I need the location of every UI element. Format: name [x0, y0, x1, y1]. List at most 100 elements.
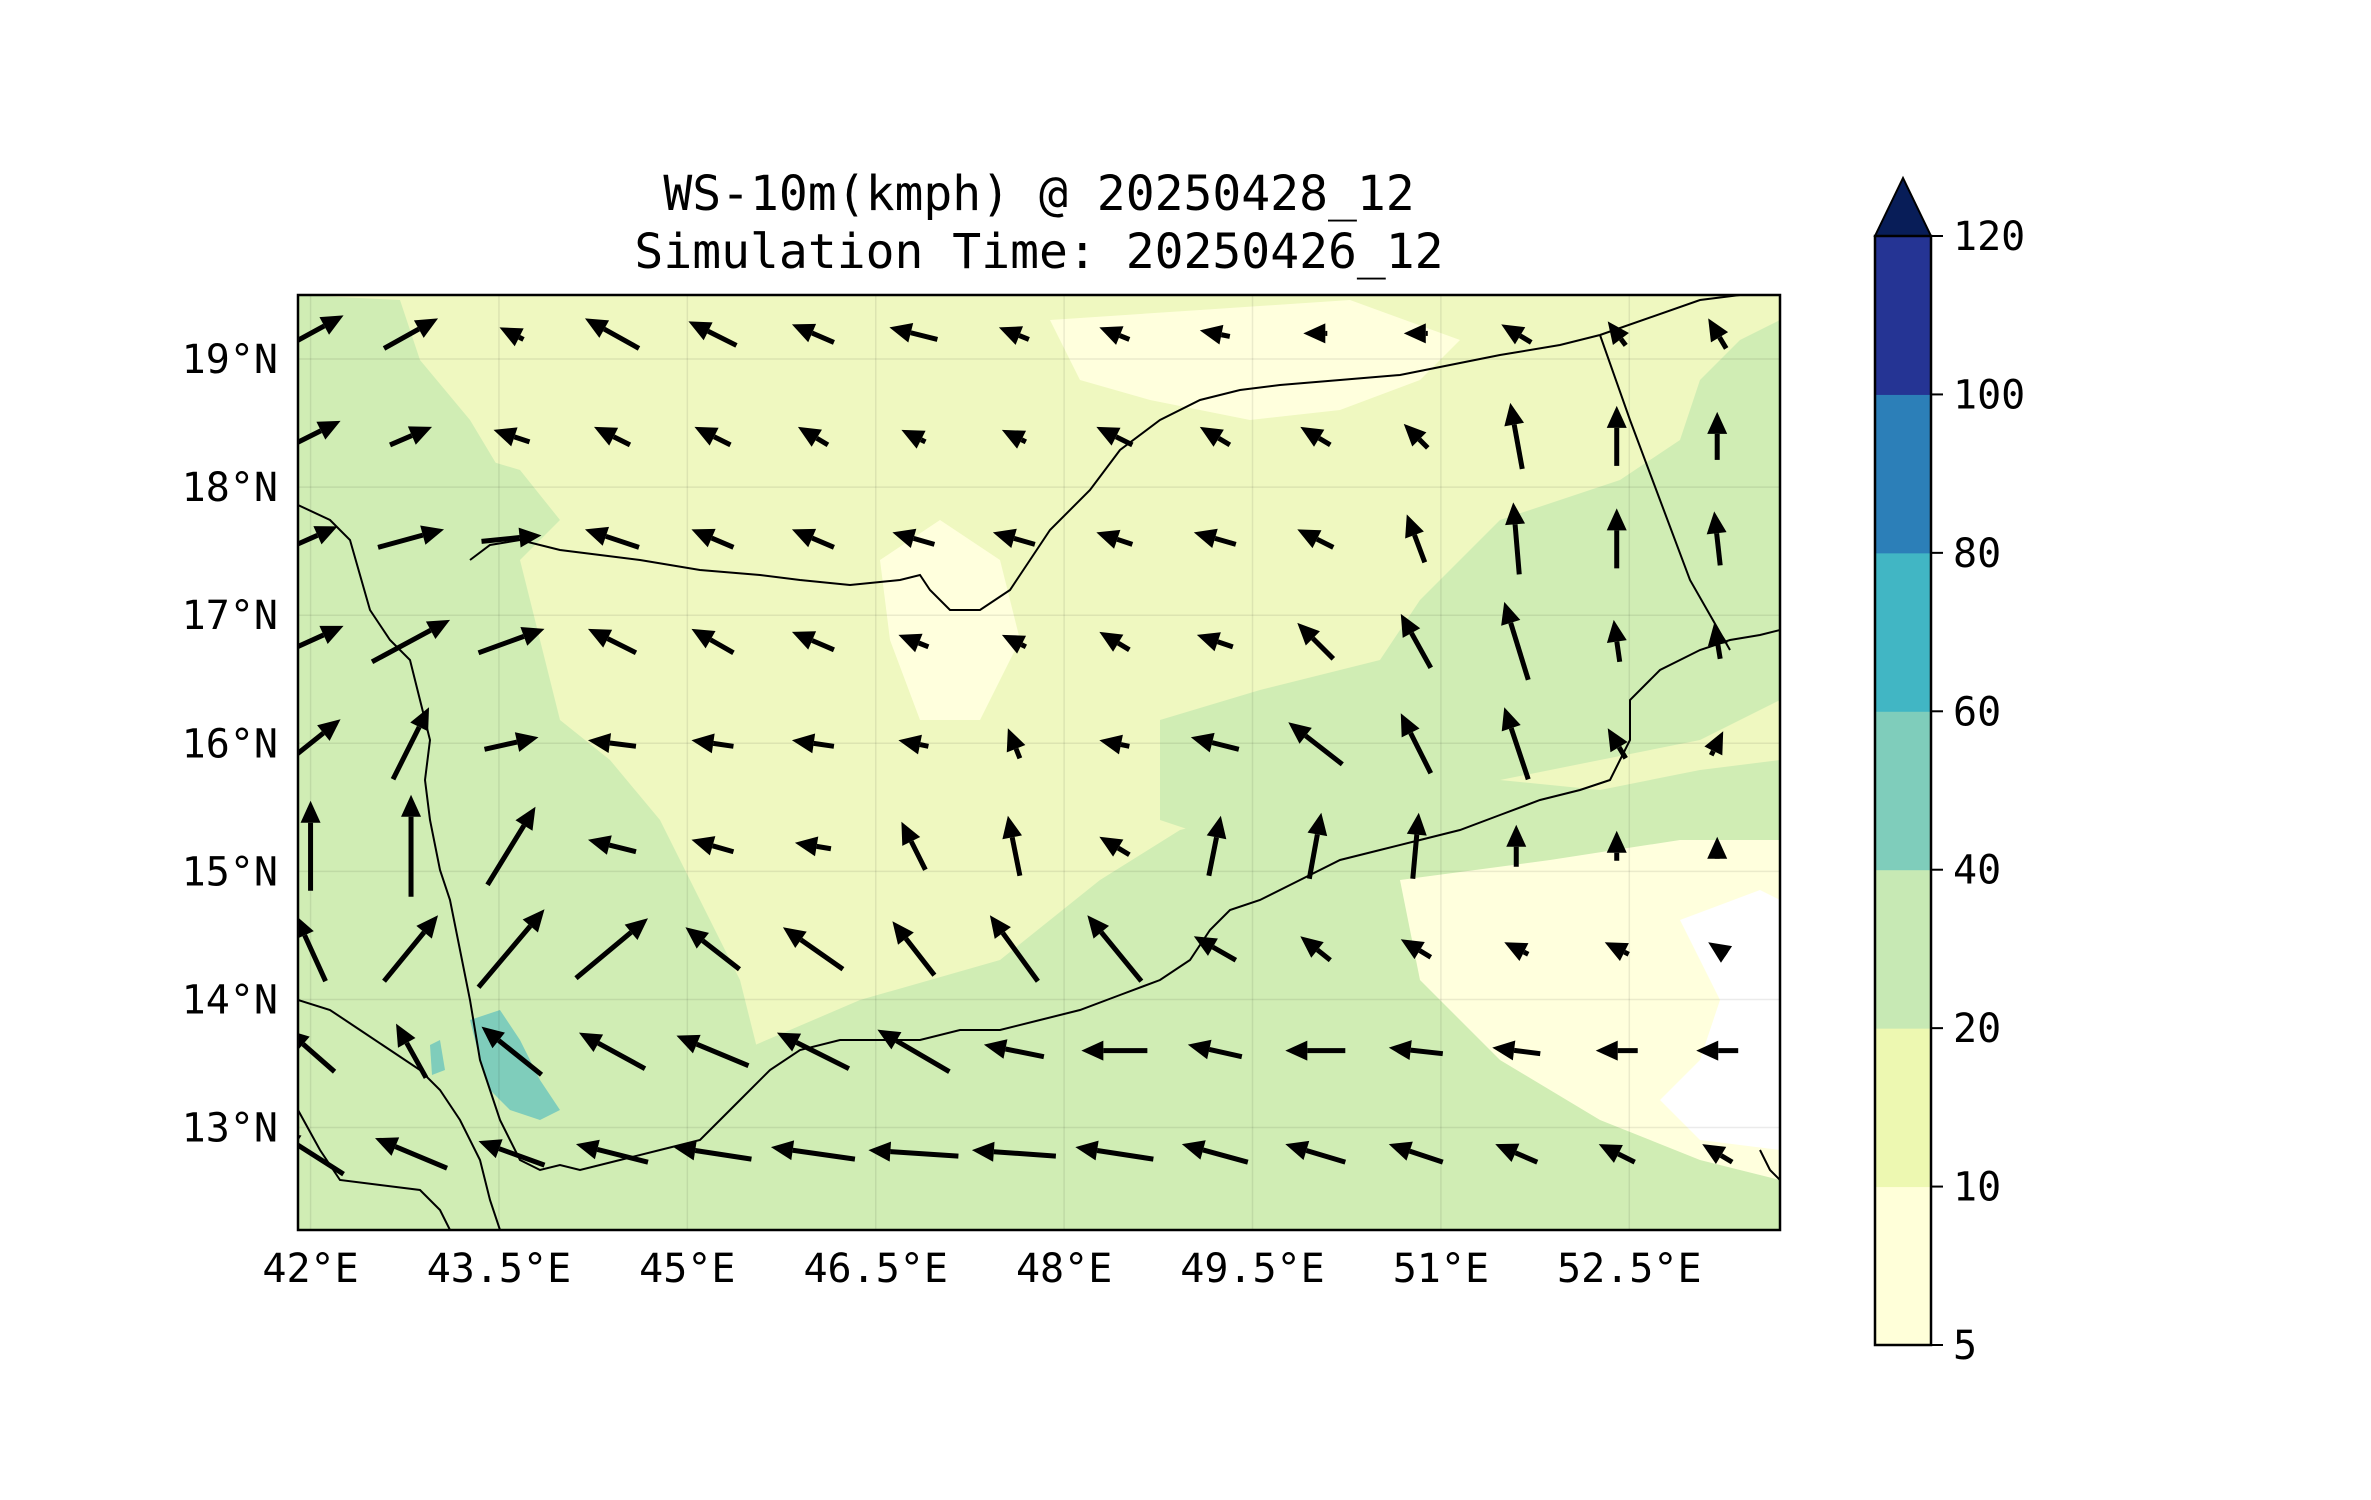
wind-arrow-shaft	[485, 824, 527, 887]
wind-arrow-head	[776, 1032, 802, 1052]
wind-arrow-shaft	[1116, 845, 1131, 857]
wind-arrow-shaft	[1306, 833, 1320, 880]
wind-arrow	[1193, 936, 1238, 963]
wind-arrow-head	[1708, 318, 1729, 343]
wind-arrow-shaft	[612, 434, 632, 448]
wind-arrow	[1606, 405, 1627, 466]
wind-arrow	[1406, 812, 1427, 879]
y-tick-label: 13°N	[182, 1106, 278, 1152]
wind-arrow-shaft	[813, 740, 835, 749]
wind-arrow-head	[499, 327, 524, 347]
wind-arrow	[1504, 402, 1525, 470]
wind-arrow-shaft	[1408, 731, 1434, 775]
wind-arrow-shaft	[792, 1147, 856, 1162]
wind-arrow	[776, 1032, 851, 1071]
wind-arrow	[791, 733, 835, 754]
wind-arrow-shaft	[302, 934, 328, 983]
wind-arrow-head	[1702, 1144, 1727, 1165]
wind-arrow-shaft	[1114, 434, 1134, 448]
wind-arrow-shaft	[596, 1147, 649, 1165]
wind-arrow	[1099, 836, 1131, 857]
wind-arrow-head	[413, 318, 439, 338]
wind-arrow	[1303, 323, 1328, 344]
border-oman-saudi	[1599, 295, 1749, 336]
wind-arrow-head	[1199, 324, 1224, 345]
wind-arrow	[1400, 939, 1433, 960]
wind-arrow-head	[877, 1029, 902, 1050]
wind-arrow	[1702, 1144, 1734, 1165]
colorbar-label: 60	[1953, 689, 2001, 735]
wind-arrow-shaft	[1096, 1148, 1154, 1162]
wind-arrow-shaft	[298, 1142, 345, 1177]
wind-arrow-head	[478, 1139, 503, 1159]
wind-arrow-head	[575, 1139, 600, 1160]
wind-arrow-head	[1099, 326, 1124, 345]
wind-arrow	[1196, 632, 1234, 652]
wind-arrow-head	[688, 321, 713, 341]
wind-arrow-shaft	[713, 434, 732, 448]
wind-arrow-head	[1193, 528, 1218, 549]
coastline-djibouti	[298, 1109, 451, 1230]
x-tick-label: 51°E	[1393, 1246, 1489, 1292]
wind-arrow	[1388, 1141, 1444, 1165]
wind-arrow	[1403, 323, 1428, 344]
wind-arrow-head	[989, 915, 1011, 939]
wind-arrow-head	[1405, 514, 1424, 539]
wind-arrow-shaft	[903, 937, 937, 977]
wind-arrow-head	[1606, 830, 1627, 853]
wind-arrow	[575, 1139, 649, 1165]
wind-arrow-shaft	[394, 1144, 448, 1171]
wind-arrow	[691, 836, 735, 856]
wind-arrow-shaft	[382, 930, 427, 983]
coastline-africa	[298, 999, 501, 1230]
wind-arrow	[1297, 622, 1336, 661]
wind-arrow-head	[691, 528, 716, 548]
wind-arrow-shaft	[481, 535, 520, 544]
wind-arrow	[578, 1032, 647, 1071]
wind-arrow-shaft	[1522, 949, 1530, 957]
wind-arrow-shaft	[390, 725, 422, 781]
wind-arrow-shaft	[1410, 834, 1420, 879]
wind-arrow	[691, 733, 734, 754]
y-tick-label: 19°N	[182, 337, 278, 383]
wind-arrow-head	[1001, 634, 1027, 654]
wind-arrow	[1704, 731, 1724, 757]
wind-arrow	[791, 631, 835, 653]
wind-arrow	[1707, 622, 1728, 660]
wind-arrow	[390, 707, 430, 781]
wind-arrow-shaft	[608, 842, 637, 855]
wind-arrow-head	[694, 426, 719, 446]
wind-arrow	[1607, 321, 1629, 347]
wind-arrow-shaft	[1004, 1046, 1045, 1060]
wind-arrow-shaft	[919, 742, 929, 749]
wind-arrow	[584, 318, 641, 351]
wind-arrow-shaft	[1013, 535, 1036, 547]
wind-arrow-shaft	[1715, 644, 1723, 660]
wind-arrow-head	[316, 420, 341, 440]
wind-arrow-head	[319, 315, 344, 335]
wind-arrow-shaft	[711, 843, 735, 855]
wind-arrow	[676, 1034, 750, 1068]
wind-arrow-head	[1006, 728, 1026, 753]
x-tick-label: 43.5°E	[427, 1246, 572, 1292]
wind-arrow-shaft	[1305, 1148, 1347, 1165]
wind-arrow	[1708, 318, 1729, 350]
wind-arrow	[478, 1139, 546, 1168]
wind-arrow-head	[1075, 1140, 1099, 1161]
wind-arrow-shaft	[1304, 733, 1344, 767]
wind-arrow-head	[892, 921, 914, 945]
wind-arrow-head	[1706, 511, 1727, 535]
wind-arrow	[1606, 508, 1627, 569]
wind-arrow-head	[691, 733, 715, 754]
wind-arrow-head	[300, 800, 321, 823]
figure-subtitle: Simulation Time: 20250426_12	[634, 224, 1443, 280]
wind-arrow	[481, 527, 542, 548]
wind-arrow-head	[1606, 405, 1627, 428]
wind-arrow-shaft	[993, 1149, 1057, 1159]
wind-arrow-head	[1696, 1040, 1719, 1061]
wind-arrow-head	[319, 625, 344, 645]
wind-arrow	[298, 526, 338, 547]
wind-arrow	[377, 525, 445, 550]
wind-arrow	[298, 625, 344, 650]
wind-arrow	[1181, 1140, 1249, 1165]
